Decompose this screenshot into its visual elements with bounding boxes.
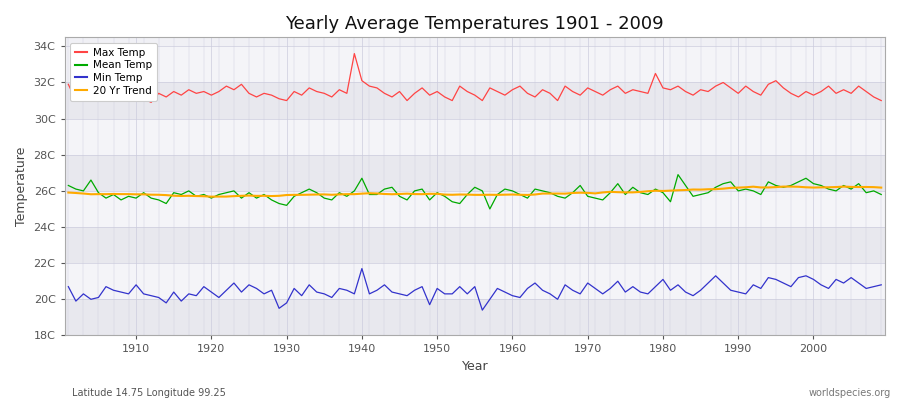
Y-axis label: Temperature: Temperature	[15, 147, 28, 226]
Bar	[65, 82, 885, 119]
Bar	[65, 299, 885, 336]
X-axis label: Year: Year	[462, 360, 488, 373]
Title: Yearly Average Temperatures 1901 - 2009: Yearly Average Temperatures 1901 - 2009	[285, 15, 664, 33]
Bar	[65, 155, 885, 191]
Bar	[65, 263, 885, 299]
Legend: Max Temp, Mean Temp, Min Temp, 20 Yr Trend: Max Temp, Mean Temp, Min Temp, 20 Yr Tre…	[70, 42, 157, 101]
Bar	[65, 191, 885, 227]
Bar	[65, 119, 885, 155]
Text: worldspecies.org: worldspecies.org	[809, 388, 891, 398]
Bar	[65, 227, 885, 263]
Bar	[65, 46, 885, 82]
Text: Latitude 14.75 Longitude 99.25: Latitude 14.75 Longitude 99.25	[72, 388, 226, 398]
